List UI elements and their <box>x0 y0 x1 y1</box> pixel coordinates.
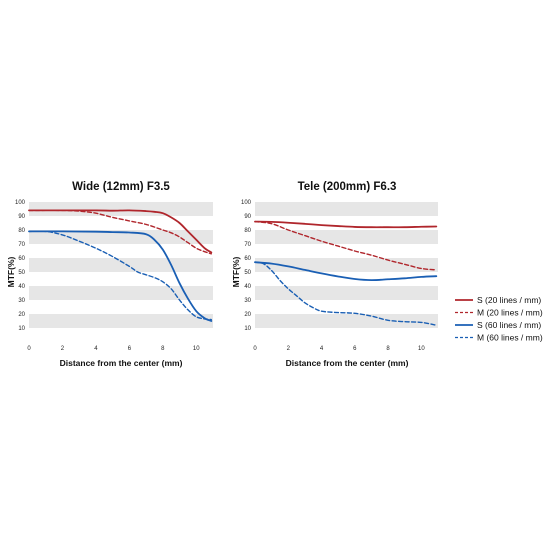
chart2-xtick-label: 2 <box>287 346 291 352</box>
legend-label: S (20 lines / mm) <box>477 295 541 305</box>
chart2-xlabel: Distance from the center (mm) <box>286 358 409 368</box>
chart1-xtick-label: 4 <box>94 346 98 352</box>
chart2-grid-band <box>255 230 438 244</box>
chart2-title: Tele (200mm) F6.3 <box>298 181 397 193</box>
chart2-grid-band <box>255 314 438 328</box>
chart2-series-s-20-lines-mm-line <box>254 220 438 229</box>
chart1-xtick-label: 2 <box>61 346 65 352</box>
chart1-series-m-20-lines-mm-line <box>28 209 213 255</box>
chart1-ytick-label: 80 <box>18 228 25 234</box>
chart2-ylabel: MTF(%) <box>231 256 241 287</box>
chart1-ytick-label: 100 <box>15 200 26 206</box>
chart1-series-s-60-lines-mm-line <box>28 230 213 322</box>
chart2-ytick-label: 90 <box>244 214 251 220</box>
chart2-xtick-label: 4 <box>320 346 324 352</box>
chart1-ytick-label: 50 <box>18 270 25 276</box>
legend-label: M (60 lines / mm) <box>477 333 543 343</box>
chart1-ytick-label: 10 <box>18 326 25 332</box>
chart2-ytick-label: 50 <box>244 270 251 276</box>
chart2-grid-band <box>255 286 438 300</box>
chart2-grid-band <box>255 202 438 216</box>
chart2-xtick-label: 10 <box>418 346 425 352</box>
chart2-ytick-label: 40 <box>244 284 251 290</box>
chart1-series-m-60-lines-mm-line <box>28 230 213 321</box>
legend-label: S (60 lines / mm) <box>477 320 541 330</box>
chart1-grid-band <box>29 286 213 300</box>
chart1-xtick-label: 0 <box>27 346 31 352</box>
chart1-ytick-label: 20 <box>18 312 25 318</box>
chart1-ytick-label: 70 <box>18 242 25 248</box>
chart1-grid-band <box>29 258 213 272</box>
chart1-series-s-20-lines-mm-line <box>28 209 213 254</box>
chart2-xtick-label: 0 <box>253 346 257 352</box>
chart2-series-m-20-lines-mm-line <box>254 220 438 271</box>
chart1-xtick-label: 8 <box>161 346 165 352</box>
chart1-grid-band <box>29 202 213 216</box>
chart1-xlabel: Distance from the center (mm) <box>60 358 183 368</box>
chart2-ytick-label: 80 <box>244 228 251 234</box>
chart1-xtick-label: 10 <box>193 346 200 352</box>
chart2-xtick-label: 6 <box>353 346 357 352</box>
chart2-ytick-label: 60 <box>244 256 251 262</box>
legend-label: M (20 lines / mm) <box>477 308 543 318</box>
chart2-ytick-label: 30 <box>244 298 251 304</box>
chart1-grid-band <box>29 230 213 244</box>
chart2-ytick-label: 20 <box>244 312 251 318</box>
chart2-ytick-label: 10 <box>244 326 251 332</box>
chart1-ytick-label: 90 <box>18 214 25 220</box>
chart2-series-s-60-lines-mm-line <box>254 261 438 282</box>
chart2-ytick-label: 100 <box>241 200 252 206</box>
chart1-ytick-label: 40 <box>18 284 25 290</box>
chart2-xtick-label: 8 <box>386 346 390 352</box>
chart1-ytick-label: 60 <box>18 256 25 262</box>
chart1-title: Wide (12mm) F3.5 <box>72 181 170 193</box>
chart1-ytick-label: 30 <box>18 298 25 304</box>
chart2-ytick-label: 70 <box>244 242 251 248</box>
chart2-series-m-60-lines-mm-line <box>254 261 438 326</box>
chart1-ylabel: MTF(%) <box>6 256 16 287</box>
chart1-xtick-label: 6 <box>128 346 132 352</box>
chart1-grid-band <box>29 314 213 328</box>
